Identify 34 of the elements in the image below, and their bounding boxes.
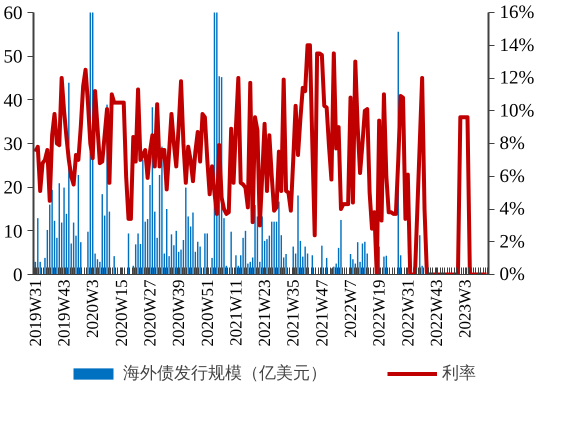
x-tick-label: 2020W51 [198, 280, 217, 347]
y-tick-label: 10 [4, 221, 22, 242]
x-tick-label: 2022W19 [370, 280, 389, 347]
y-tick-label: 20 [4, 178, 22, 199]
y2-tick-label: 4% [500, 198, 525, 220]
legend-label: 利率 [442, 362, 476, 384]
y2-tick-label: 2% [500, 231, 525, 252]
y2-tick-label: 14% [500, 34, 534, 56]
x-tick-label: 2022W31 [398, 280, 418, 347]
x-tick-label: 2020W3 [83, 280, 102, 338]
y-tick-label: 0 [13, 265, 22, 286]
x-tick-label: 2019W31 [26, 280, 45, 347]
x-tick-label: 2020W15 [112, 280, 131, 347]
y-tick-label: 40 [4, 90, 22, 112]
x-tick-label: 2019W43 [54, 280, 74, 347]
y-tick-label: 60 [4, 3, 22, 24]
y-tick-label: 30 [4, 134, 22, 155]
x-tick-label: 2022W7 [341, 279, 360, 338]
x-tick-label: 2021W11 [226, 279, 246, 346]
x-tick-label: 2020W39 [169, 280, 188, 347]
x-tick-label: 2021W23 [255, 280, 274, 347]
y2-tick-label: 6% [500, 166, 525, 187]
x-tick-label: 2023W3 [456, 280, 475, 338]
y2-tick-label: 0% [500, 264, 525, 285]
x-tick-label: 2021W35 [284, 280, 303, 347]
legend-label: 海外债发行规模（亿美元） [123, 362, 327, 384]
x-tick-label: 2022W43 [426, 280, 446, 347]
x-tick-label: 2020W27 [140, 279, 160, 347]
y2-tick-label: 10% [500, 100, 534, 122]
x-tick-label: 2021W47 [312, 279, 332, 347]
y-tick-label: 50 [4, 46, 22, 68]
y2-tick-label: 16% [500, 2, 534, 23]
y2-tick-label: 12% [500, 68, 534, 88]
y2-tick-label: 8% [500, 133, 525, 154]
